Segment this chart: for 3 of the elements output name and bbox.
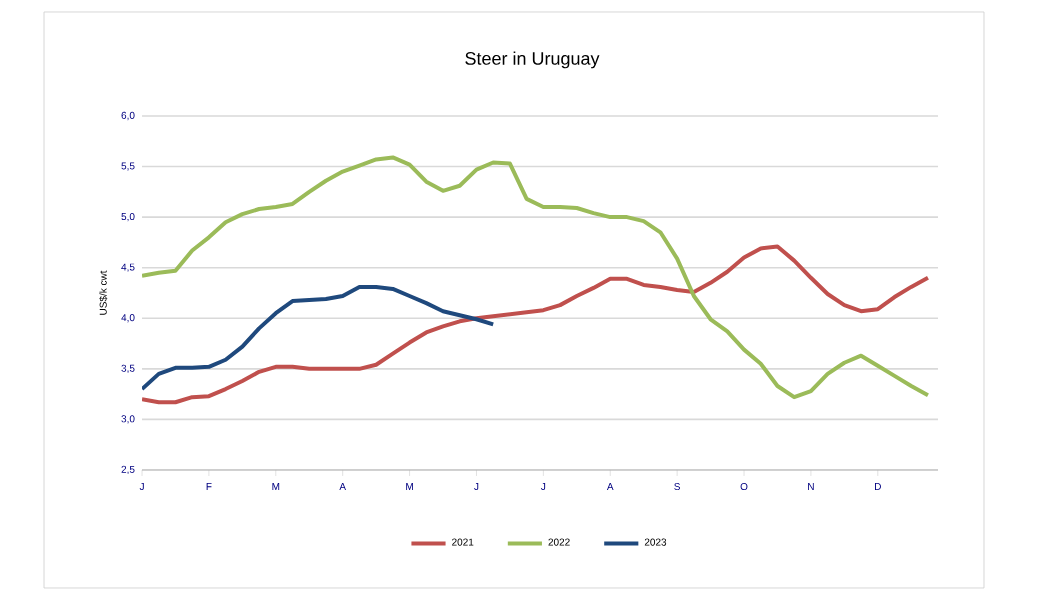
- line-series: [142, 155, 930, 400]
- line-series: [142, 284, 496, 392]
- chart-title: Steer in Uruguay: [465, 51, 600, 69]
